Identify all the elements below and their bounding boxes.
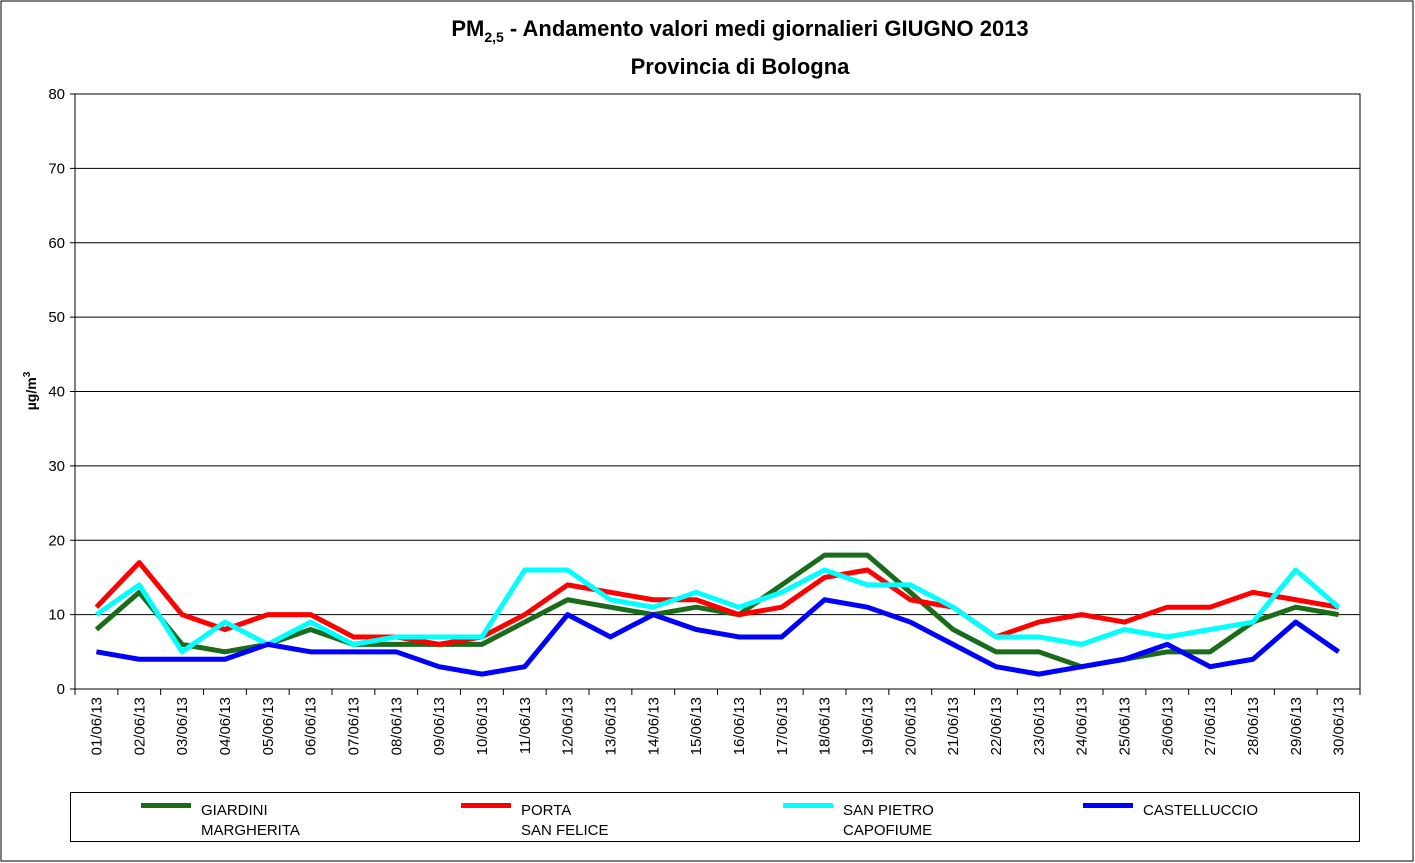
x-tick-label: 01/06/13 bbox=[88, 697, 105, 755]
x-tick-label: 27/06/13 bbox=[1202, 697, 1219, 755]
series-line bbox=[94, 560, 1340, 647]
x-tick-label: 26/06/13 bbox=[1159, 697, 1176, 755]
legend: GIARDINI MARGHERITA PORTA SAN FELICE SAN P… bbox=[70, 792, 1360, 842]
y-tick-label: 30 bbox=[48, 458, 65, 475]
y-tick-label: 50 bbox=[48, 309, 65, 326]
x-tick-label: 28/06/13 bbox=[1245, 697, 1262, 755]
y-tick-label: 20 bbox=[48, 532, 65, 549]
x-tick-label: 08/06/13 bbox=[388, 697, 405, 755]
legend-label: PORTA SAN FELICE bbox=[521, 802, 609, 839]
y-tick-label: 10 bbox=[48, 607, 65, 624]
x-tick-label: 09/06/13 bbox=[431, 697, 448, 755]
legend-label: GIARDINI MARGHERITA bbox=[201, 802, 300, 839]
x-tick-label: 24/06/13 bbox=[1074, 697, 1091, 755]
y-tick-label: 0 bbox=[57, 681, 65, 698]
x-tick-label: 19/06/13 bbox=[859, 697, 876, 755]
x-tick-label: 06/06/13 bbox=[303, 697, 320, 755]
legend-swatch bbox=[461, 803, 511, 808]
x-tick-label: 18/06/13 bbox=[817, 697, 834, 755]
legend-swatch bbox=[141, 803, 191, 808]
x-tick-label: 14/06/13 bbox=[645, 697, 662, 755]
x-tick-label: 11/06/13 bbox=[517, 697, 534, 754]
x-tick-label: 29/06/13 bbox=[1288, 697, 1305, 755]
x-tick-label: 07/06/13 bbox=[345, 697, 362, 755]
series-line bbox=[95, 597, 1341, 677]
x-tick-label: 20/06/13 bbox=[902, 697, 919, 755]
y-tick-label: 70 bbox=[48, 160, 65, 177]
x-tick-label: 12/06/13 bbox=[560, 697, 577, 755]
x-tick-label: 04/06/13 bbox=[217, 697, 234, 755]
x-tick-label: 05/06/13 bbox=[260, 697, 277, 755]
x-tick-label: 25/06/13 bbox=[1116, 697, 1133, 755]
x-tick-label: 30/06/13 bbox=[1331, 697, 1348, 755]
x-tick-label: 17/06/13 bbox=[774, 697, 791, 755]
x-tick-label: 21/06/13 bbox=[945, 697, 962, 755]
y-axis-label: µg/m3 bbox=[22, 371, 39, 410]
x-tick-label: 16/06/13 bbox=[731, 697, 748, 755]
x-tick-label: 10/06/13 bbox=[474, 697, 491, 755]
chart-title: PM2,5 - Andamento valori medi giornalier… bbox=[451, 16, 1028, 45]
y-tick-label: 80 bbox=[48, 86, 65, 103]
series-line bbox=[94, 567, 1341, 655]
y-tick-label: 60 bbox=[48, 235, 65, 252]
legend-swatch bbox=[1083, 803, 1133, 808]
x-tick-label: 03/06/13 bbox=[174, 697, 191, 755]
legend-label: SAN PIETRO CAPOFIUME bbox=[843, 802, 934, 839]
x-tick-label: 22/06/13 bbox=[988, 697, 1005, 755]
x-tick-label: 13/06/13 bbox=[602, 697, 619, 755]
legend-label: CASTELLUCCIO bbox=[1143, 802, 1259, 819]
y-tick-label: 40 bbox=[48, 384, 65, 401]
chart-subtitle: Provincia di Bologna bbox=[631, 54, 851, 79]
x-tick-label: 23/06/13 bbox=[1031, 697, 1048, 755]
legend-swatch bbox=[783, 803, 833, 808]
x-tick-label: 02/06/13 bbox=[131, 697, 148, 755]
x-tick-label: 15/06/13 bbox=[688, 697, 705, 755]
